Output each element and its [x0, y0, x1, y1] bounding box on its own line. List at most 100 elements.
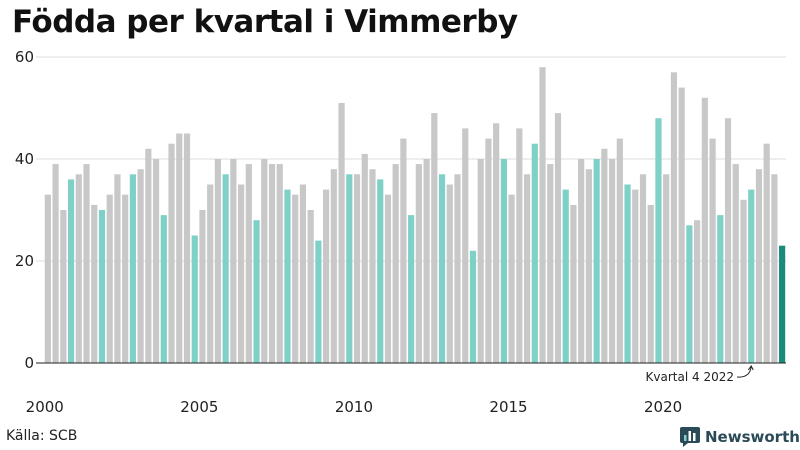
bar	[400, 138, 407, 363]
bar	[578, 159, 585, 363]
bar	[724, 118, 732, 363]
bar	[207, 184, 214, 363]
bar	[369, 169, 376, 363]
bar	[624, 184, 631, 363]
bar	[91, 204, 98, 363]
bar	[160, 215, 167, 363]
y-tick-label: 40	[15, 150, 34, 168]
x-tick-label: 2015	[489, 398, 527, 416]
bar	[663, 174, 670, 363]
bar	[639, 174, 647, 363]
bar	[431, 113, 438, 363]
bar	[516, 128, 523, 363]
bar	[106, 194, 113, 363]
bar	[763, 143, 770, 363]
bar	[60, 210, 67, 363]
bar	[423, 159, 430, 363]
bar	[98, 210, 106, 363]
bar	[253, 220, 260, 363]
bar	[44, 194, 51, 363]
x-tick-label: 2020	[644, 398, 682, 416]
bar	[268, 164, 276, 363]
bar	[531, 143, 538, 363]
bar	[307, 210, 314, 363]
bar	[678, 87, 685, 363]
bar	[214, 159, 221, 363]
bar	[75, 174, 82, 363]
bar	[168, 143, 175, 363]
x-tick-label: 2005	[180, 398, 218, 416]
bar	[523, 174, 531, 363]
bar-chart-logo-icon	[680, 427, 700, 447]
source-note: Källa: SCB	[6, 428, 78, 444]
bar	[616, 138, 623, 363]
bar	[779, 245, 786, 363]
bar	[384, 194, 392, 363]
bar	[338, 102, 345, 364]
bar	[755, 169, 763, 363]
y-tick-label: 60	[15, 48, 34, 66]
bar	[114, 174, 121, 363]
bar	[377, 179, 384, 363]
bar	[570, 204, 577, 363]
bar	[199, 210, 206, 363]
bar	[539, 67, 546, 363]
bar	[392, 164, 399, 363]
bar	[740, 199, 747, 363]
bar	[122, 194, 129, 363]
chart-title: Födda per kvartal i Vimmerby	[12, 4, 518, 40]
bar	[408, 215, 415, 363]
bar	[191, 235, 198, 363]
bar	[771, 174, 778, 363]
bar	[330, 169, 337, 363]
bar	[183, 133, 191, 363]
bar	[717, 215, 724, 363]
bar	[299, 184, 307, 363]
bar	[554, 113, 562, 363]
bar	[145, 148, 152, 363]
bar	[748, 189, 755, 363]
bar	[632, 189, 639, 363]
bar	[462, 128, 469, 363]
bar	[415, 164, 422, 363]
bar	[67, 179, 75, 363]
bar	[686, 225, 693, 363]
bar	[601, 148, 608, 363]
bar	[315, 240, 322, 363]
bar	[261, 159, 268, 363]
x-axis-tick-labels: 2000 2005 2010 2015 2020	[26, 398, 683, 416]
bar	[694, 220, 701, 363]
bar	[245, 164, 252, 363]
y-tick-label: 20	[15, 252, 34, 270]
bar	[701, 97, 708, 364]
bar	[585, 169, 592, 363]
bar	[454, 174, 461, 363]
bar	[647, 204, 654, 363]
bar	[222, 174, 229, 363]
bar	[493, 123, 500, 363]
bar	[446, 184, 453, 363]
bar	[176, 133, 183, 363]
bar	[152, 159, 160, 363]
bar	[129, 174, 136, 363]
x-tick-label: 2000	[26, 398, 64, 416]
bar	[438, 174, 446, 363]
bar	[292, 194, 299, 363]
brand-name: Newsworthy	[705, 428, 800, 446]
bar	[469, 250, 477, 363]
bar	[83, 164, 90, 363]
annotation-arrow	[736, 365, 754, 378]
bar	[323, 189, 330, 363]
bar	[238, 184, 245, 363]
annotation: Kvartal 4 2022	[646, 365, 754, 384]
bar	[477, 159, 484, 363]
bar	[655, 118, 662, 363]
bar	[346, 174, 353, 363]
bar	[732, 164, 739, 363]
bar	[547, 164, 554, 363]
bar	[276, 164, 283, 363]
bar	[609, 159, 616, 363]
bar	[562, 189, 569, 363]
bar	[230, 159, 237, 363]
